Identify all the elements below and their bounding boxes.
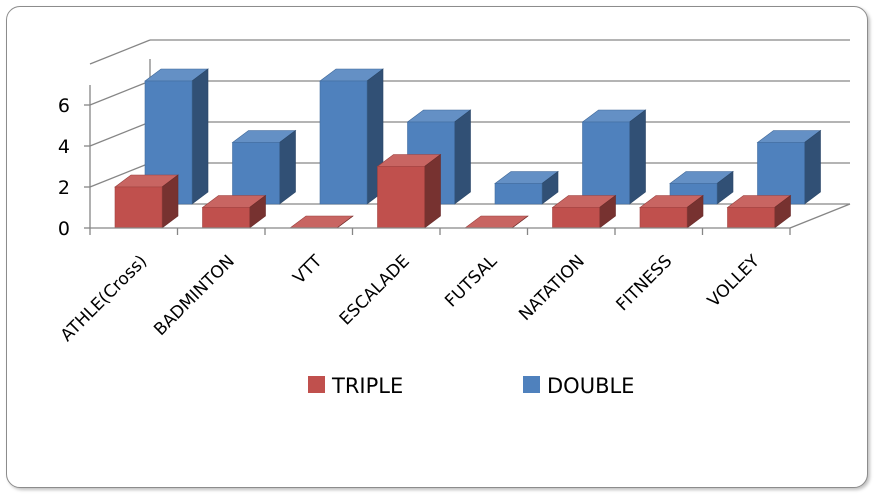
floor-side-edge: [789, 203, 851, 229]
x-category-label: NATATION: [515, 251, 588, 324]
y-tick-labels: 0 2 4 6: [58, 95, 70, 240]
y-tick-label: 4: [58, 136, 70, 158]
bar-front: [114, 186, 163, 229]
double-series: [144, 68, 822, 205]
x-category-labels: ATHLE(Cross)BADMINTON VTT ESCALADE FUTSAL NA…: [57, 251, 764, 346]
bar-front: [582, 121, 630, 205]
bar-front: [727, 207, 775, 229]
legend-swatch: [523, 376, 540, 393]
bar-side: [804, 129, 821, 205]
y-tick-label: 0: [58, 218, 70, 240]
bar-triple-3: [376, 153, 442, 229]
bar-double-4: [494, 170, 559, 205]
bar-double-2: [319, 68, 384, 205]
bar-triple-6: [639, 194, 704, 229]
x-category-label: VOLLEY: [704, 251, 764, 311]
bar-double-7: [756, 129, 822, 205]
x-category-label: ESCALADE: [336, 251, 414, 329]
bar-front: [377, 166, 425, 229]
bar-front: [319, 80, 368, 205]
bar-front: [202, 207, 250, 229]
legend-swatch: [308, 376, 325, 393]
bar-double-5: [581, 109, 647, 205]
gridline-side: [89, 80, 151, 106]
bar-side: [191, 68, 209, 205]
x-category-label: FITNESS: [612, 251, 676, 315]
legend: TRIPLE DOUBLE: [308, 374, 634, 398]
bar-front: [494, 183, 543, 205]
bar-top: [289, 215, 354, 229]
bar-double-1: [231, 129, 297, 205]
bar-triple-7: [726, 194, 792, 229]
bar-front: [552, 207, 600, 229]
bar-top: [464, 215, 529, 229]
gridline-side: [89, 121, 151, 147]
gridline-side: [89, 162, 151, 188]
axes: [84, 85, 791, 235]
bar-triple-4: [464, 215, 529, 229]
x-category-label: BADMINTON: [150, 251, 239, 340]
gridline-side: [89, 39, 151, 65]
bar-front: [639, 207, 688, 229]
x-category-label: FUTSAL: [441, 251, 501, 311]
bar-front: [232, 142, 280, 205]
legend-label: TRIPLE: [331, 374, 403, 398]
triple-series: [114, 153, 792, 229]
bar-side: [454, 109, 471, 205]
bar-triple-1: [201, 194, 267, 229]
x-category-label: ATHLE(Cross): [57, 251, 151, 345]
bar-triple-5: [551, 194, 617, 229]
bar-side: [336, 215, 354, 229]
x-category-label: VTT: [289, 251, 326, 288]
legend-item-double: DOUBLE: [523, 374, 634, 398]
legend-item-triple: TRIPLE: [308, 374, 403, 398]
y-tick-label: 6: [58, 95, 70, 117]
y-tick-label: 2: [58, 177, 70, 199]
bar-side: [629, 109, 646, 205]
bar-front: [757, 142, 805, 205]
legend-label: DOUBLE: [547, 374, 634, 398]
bar-side: [511, 215, 529, 229]
bar-side: [424, 153, 441, 229]
bar-side: [279, 129, 296, 205]
bar-triple-2: [289, 215, 354, 229]
bar-triple-0: [114, 174, 179, 229]
